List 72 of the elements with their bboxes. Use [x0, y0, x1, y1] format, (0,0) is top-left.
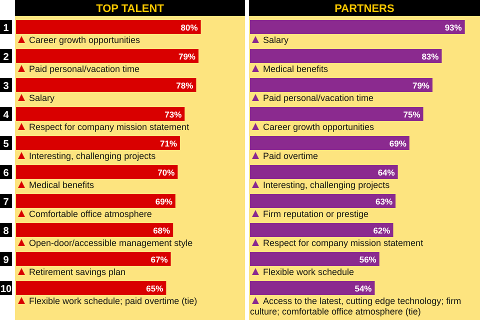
y-tick-label: Career growth opportunities: [263, 122, 375, 132]
text: 9: [3, 255, 10, 266]
bar: [250, 194, 396, 208]
data-label: 83%: [422, 52, 440, 62]
text: 1: [3, 23, 10, 34]
data-label: 68%: [153, 226, 171, 236]
data-label: 80%: [180, 22, 198, 32]
data-label: 67%: [150, 254, 168, 264]
bar: [250, 281, 375, 295]
text: 7: [3, 197, 10, 208]
y-tick-label: Comfortable office atmosphere: [29, 209, 152, 219]
bar: [250, 252, 380, 266]
bar: [250, 136, 410, 150]
text: 2: [3, 52, 10, 63]
data-label: 71%: [160, 138, 178, 148]
text: 8: [3, 226, 10, 237]
bar: [16, 165, 178, 179]
bar: [16, 223, 174, 237]
y-tick-label: Firm reputation or prestige: [263, 209, 369, 219]
bar: [16, 281, 166, 295]
bar: [16, 78, 196, 92]
data-label: 62%: [373, 226, 391, 236]
data-label: 70%: [158, 168, 176, 178]
chart-title: TOP TALENT: [96, 3, 164, 15]
text: 6: [3, 168, 10, 179]
data-label: 75%: [403, 110, 421, 120]
bar: [250, 223, 394, 237]
bar: [16, 252, 171, 266]
y-tick-label: Respect for company mission statement: [29, 122, 190, 132]
bar: [250, 78, 432, 92]
y-tick-label: Salary: [29, 93, 56, 103]
data-label: 63%: [376, 196, 393, 206]
data-label: 56%: [359, 254, 377, 264]
y-tick-label: Open-door/accessible management style: [29, 238, 193, 248]
data-label: 73%: [164, 110, 182, 120]
data-label: 64%: [378, 168, 396, 178]
bar: [250, 165, 398, 179]
y-tick-label: Medical benefits: [29, 180, 95, 190]
data-label: 69%: [155, 196, 173, 206]
y-tick-label: Interesting, challenging projects: [29, 151, 156, 161]
bar: [16, 49, 198, 63]
bar: [16, 136, 180, 150]
data-label: 54%: [354, 284, 372, 294]
y-tick-label: Salary: [263, 35, 290, 45]
bar: [16, 194, 176, 208]
data-label: 78%: [176, 80, 194, 90]
data-label: 79%: [412, 80, 430, 90]
y-tick-label: Medical benefits: [263, 64, 329, 74]
text: 3: [3, 81, 10, 92]
y-tick-label: Retirement savings plan: [29, 267, 126, 277]
data-label: 65%: [146, 284, 164, 294]
y-tick-label: Flexible work schedule; paid overtime (tie): [29, 296, 198, 306]
y-tick-label: Paid personal/vacation time: [29, 64, 140, 74]
bar: [250, 107, 424, 121]
bar: [16, 20, 201, 34]
chart-title: PARTNERS: [334, 3, 394, 15]
text: 10: [0, 284, 12, 295]
bar: [16, 107, 185, 121]
y-tick-label: Access to the latest, cutting edge technology; firm culture; comfortable office atmosphere (tie): [250, 296, 462, 316]
bar: [250, 20, 465, 34]
data-label: 93%: [444, 22, 462, 32]
bar: [250, 49, 442, 63]
y-tick-label: Respect for company mission statement: [263, 238, 424, 248]
text: 5: [3, 139, 10, 150]
data-label: 69%: [389, 138, 407, 148]
data-label: 79%: [178, 52, 196, 62]
y-tick-label: Flexible work schedule: [263, 267, 354, 277]
text: 4: [3, 110, 10, 121]
y-tick-label: Career growth opportunities: [29, 35, 141, 45]
y-tick-label: Paid personal/vacation time: [263, 93, 374, 103]
y-tick-label: Interesting, challenging projects: [263, 180, 390, 190]
y-tick-label: Paid overtime: [263, 151, 318, 161]
